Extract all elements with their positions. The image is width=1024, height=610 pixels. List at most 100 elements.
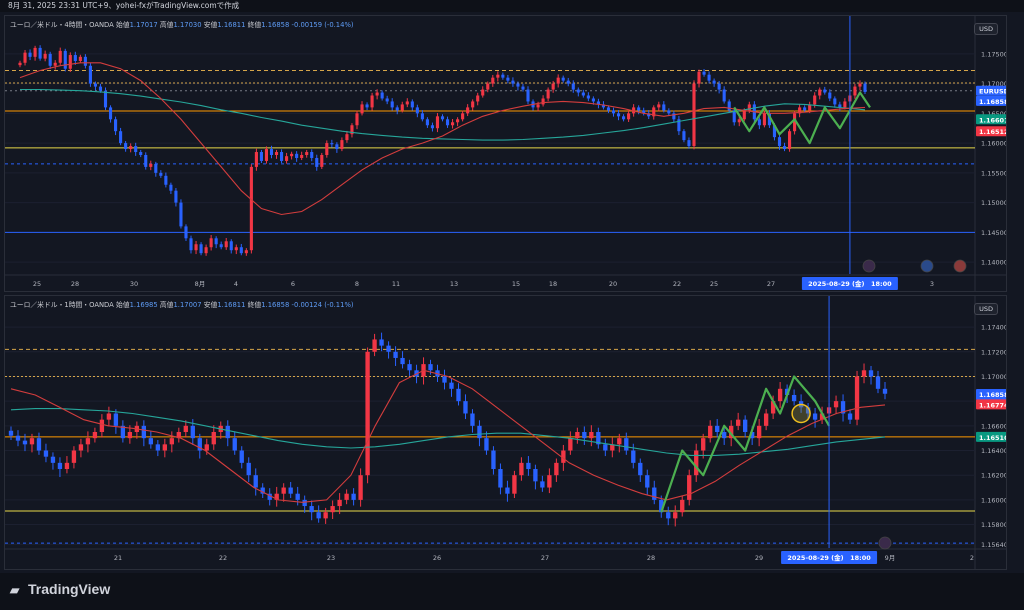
candle-body xyxy=(692,84,695,146)
candle-body xyxy=(93,432,97,438)
candle-body xyxy=(587,96,590,99)
candle-body xyxy=(582,93,585,96)
candle-body xyxy=(94,84,97,87)
tradingview-logo[interactable]: ▰TradingView xyxy=(10,581,110,597)
candle-body xyxy=(163,444,167,450)
candle-body xyxy=(9,431,13,436)
chart-canvas-4h[interactable]: 1.175001.170001.165001.160001.155001.150… xyxy=(5,16,1006,291)
candle-body xyxy=(358,475,362,500)
x-tick-label: 29 xyxy=(755,554,763,562)
candle-body xyxy=(547,90,550,99)
candle-body xyxy=(736,420,740,426)
candle-body xyxy=(44,54,47,59)
candle-body xyxy=(119,131,122,143)
candle-body xyxy=(379,339,383,345)
candle-body xyxy=(247,463,251,475)
candle-body xyxy=(673,512,677,518)
candle-body xyxy=(139,152,142,155)
legend-4h: ユーロ／米ドル・4時間・OANDA 始値1.17017 高値1.17030 安値… xyxy=(10,19,354,29)
candle-body xyxy=(372,339,376,351)
candle-body xyxy=(863,84,866,92)
candle-body xyxy=(365,352,369,475)
candle-body xyxy=(29,53,32,57)
open-value: 1.16985 xyxy=(130,301,158,309)
candle-body xyxy=(708,75,711,81)
candle-body xyxy=(562,78,565,81)
candle-body xyxy=(58,463,62,469)
candle-body xyxy=(738,119,741,122)
candle-body xyxy=(323,512,327,518)
candle-body xyxy=(505,488,509,494)
candle-body xyxy=(491,451,495,470)
candle-body xyxy=(519,463,523,475)
candle-body xyxy=(114,413,118,425)
candle-body xyxy=(174,191,177,203)
candle-body xyxy=(265,149,268,161)
candle-body xyxy=(471,101,474,107)
candle-body xyxy=(285,156,288,161)
open-value: 1.17017 xyxy=(130,21,158,29)
candle-body xyxy=(743,420,747,432)
candle-body xyxy=(128,432,132,438)
candle-body xyxy=(393,352,397,358)
candle-body xyxy=(220,244,223,247)
candle-body xyxy=(713,81,716,84)
y-tick-label: 1.15000 xyxy=(981,199,1006,207)
candle-body xyxy=(309,506,313,512)
candle-body xyxy=(484,438,488,450)
candle-body xyxy=(449,383,453,389)
candle-body xyxy=(481,90,484,96)
x-tick-label: 22 xyxy=(219,554,227,562)
candle-body xyxy=(567,81,570,84)
chart-panel-4h[interactable]: 1.175001.170001.165001.160001.155001.150… xyxy=(4,15,1007,292)
candle-body xyxy=(477,426,481,438)
candle-body xyxy=(184,426,188,432)
y-tick-label: 1.16000 xyxy=(981,496,1006,504)
candle-body xyxy=(280,152,283,161)
currency-button[interactable]: USD xyxy=(974,23,998,35)
close-value: 1.16858 xyxy=(261,301,289,309)
last-price-tag: 1.16858 xyxy=(979,391,1006,399)
candle-body xyxy=(572,84,575,90)
x-tick-label: 13 xyxy=(450,280,458,288)
candle-body xyxy=(416,107,419,113)
x-tick-label: 18 xyxy=(549,280,557,288)
candle-body xyxy=(351,494,355,500)
candle-body xyxy=(86,438,90,444)
open-label: 始値 xyxy=(116,301,130,309)
currency-button[interactable]: USD xyxy=(974,303,998,315)
low-label: 安値 xyxy=(204,301,218,309)
lightning-event-icon xyxy=(879,537,891,549)
candle-body xyxy=(592,98,595,101)
candle-body xyxy=(638,463,642,475)
footer-bar: ▰TradingView xyxy=(0,573,1024,610)
candle-body xyxy=(376,93,379,96)
ma-teal-tag: 1.16601 xyxy=(979,116,1006,124)
candle-body xyxy=(170,438,174,444)
chart-canvas-1h[interactable]: 1.174001.172001.170001.168001.166001.164… xyxy=(5,296,1006,569)
candle-body xyxy=(617,438,621,444)
last-price-tag: 1.16858 xyxy=(979,98,1006,106)
candle-body xyxy=(848,413,852,419)
candle-body xyxy=(463,401,467,413)
y-tick-label: 1.15800 xyxy=(981,521,1006,529)
candle-body xyxy=(687,475,691,500)
candle-body xyxy=(667,110,670,113)
chart-panel-1h[interactable]: 1.174001.172001.170001.168001.166001.164… xyxy=(4,295,1007,570)
candle-body xyxy=(858,84,861,87)
candle-body xyxy=(547,475,551,487)
candle-body xyxy=(855,376,859,419)
lightning-event-icon xyxy=(863,260,875,272)
candle-body xyxy=(340,140,343,149)
symbol-title: ユーロ／米ドル・4時間・OANDA xyxy=(10,21,114,29)
candle-body xyxy=(694,451,698,476)
candle-body xyxy=(521,87,524,90)
close-value: 1.16858 xyxy=(261,21,289,29)
candle-body xyxy=(169,185,172,191)
eu-flag-event-icon xyxy=(921,260,933,272)
candle-body xyxy=(215,238,218,244)
x-tick-label: 27 xyxy=(541,554,549,562)
candle-body xyxy=(491,78,494,84)
candle-body xyxy=(250,167,253,250)
candle-body xyxy=(39,48,42,59)
